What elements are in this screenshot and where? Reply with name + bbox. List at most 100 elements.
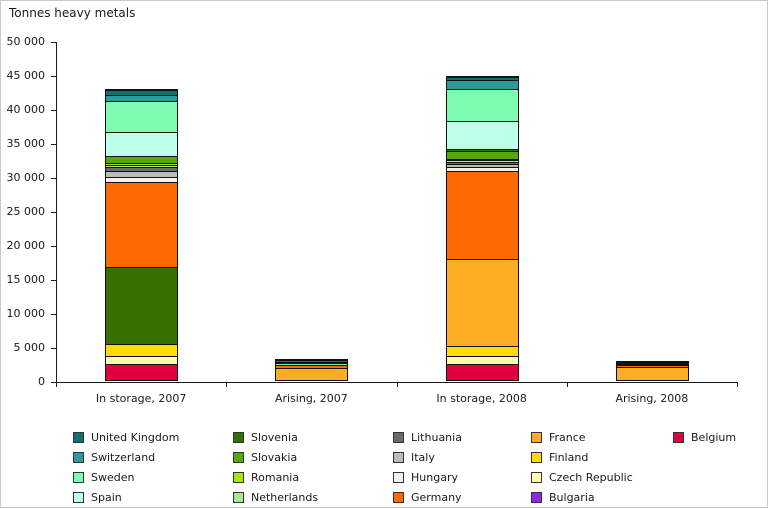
bar-segment [446,120,518,150]
y-axis-tick [51,42,56,43]
y-axis-tick-label: 20 000 [6,239,46,252]
bar-segment [446,167,518,171]
x-category-label: Arising, 2007 [274,392,348,405]
x-category-label: Arising, 2008 [615,392,689,405]
bar-segment [616,367,688,380]
legend-label: Sweden [91,470,135,484]
legend-item: Finland [531,450,588,464]
x-axis-tick [566,383,568,387]
bar-segment [276,361,348,364]
legend-swatch-slovenia [233,431,244,443]
legend-item: Slovenia [233,430,298,444]
bar-segment [106,131,178,157]
bar-segment [446,149,518,151]
x-axis-tick [737,383,738,387]
bar-segment [106,356,178,365]
legend-swatch-slovakia [233,451,244,463]
bar-segment [276,363,348,366]
legend-swatch-united-kingdom [73,431,84,443]
legend-swatch-romania [233,471,244,483]
legend-item: Hungary [393,470,458,484]
y-axis-tick [51,314,56,315]
legend-label: Czech Republic [549,470,633,484]
legend-label: Lithuania [411,430,462,444]
y-axis-tick-label: 25 000 [6,205,46,218]
legend-label: Slovakia [251,450,298,464]
legend-item: Czech Republic [531,470,633,484]
bar-segment [446,88,518,121]
stacked-bar [275,358,349,381]
bar-segment [106,90,178,96]
bar-segment [616,363,688,365]
legend-item: France [531,430,586,444]
bar-segment [616,365,688,368]
legend-swatch-germany [393,491,404,503]
bar-segment [446,164,518,168]
legend-swatch-bulgaria [531,491,542,503]
stacked-bar [445,76,519,381]
legend-item: Romania [233,470,299,484]
legend-swatch-czech-republic [531,471,542,483]
bar-segment [446,77,518,81]
bar-segment [446,345,518,356]
bar-segment [106,182,178,268]
plot-area [56,42,738,383]
bar-segment [446,150,518,159]
legend-swatch-finland [531,451,542,463]
y-axis-tick-label: 45 000 [6,69,46,82]
legend-label: Belgium [691,430,737,444]
legend-item: Spain [73,490,122,504]
bar-segment [106,267,178,345]
bar-segment [276,365,348,369]
y-axis-tick [51,382,56,383]
legend-swatch-spain [73,491,84,503]
legend-label: United Kingdom [91,430,180,444]
bar-segment [106,101,178,132]
legend-label: Netherlands [251,490,319,504]
bar-segment [446,158,518,161]
legend-swatch-italy [393,451,404,463]
legend-label: Hungary [411,470,458,484]
y-axis-tick-label: 30 000 [6,171,46,184]
bar-segment [106,177,178,183]
legend-label: France [549,430,586,444]
bar-segment [446,162,518,165]
bar-segment [106,167,178,172]
legend-item: Bulgaria [531,490,595,504]
bar-segment [106,163,178,165]
bar-segment [446,259,518,346]
legend-label: Switzerland [91,450,156,464]
y-axis-tick-label: 40 000 [6,103,46,116]
y-axis-tick [51,280,56,281]
y-axis-tick [51,212,56,213]
legend-label: Finland [549,450,589,464]
y-axis-tick [51,144,56,145]
legend-item: Germany [393,490,462,504]
bar-segment [106,364,178,380]
y-axis-tick-label: 35 000 [6,137,46,150]
bar-segment [276,368,348,380]
legend-item: Belgium [673,430,736,444]
bar-segment [446,355,518,364]
legend-label: Slovenia [251,430,298,444]
legend-label: Romania [251,470,300,484]
legend-swatch-netherlands [233,491,244,503]
legend-item: Netherlands [233,490,318,504]
y-axis-tick-label: 0 [38,375,45,388]
bar-segment [616,364,688,366]
bar-segment [106,156,178,164]
legend-item: Italy [393,450,435,464]
legend-label: Italy [411,450,435,464]
legend-swatch-belgium [673,431,684,443]
bar-segment [446,170,518,260]
y-axis-tick-label: 10 000 [6,307,46,320]
bar-segment [446,80,518,89]
legend-swatch-hungary [393,471,404,483]
x-category-label: In storage, 2008 [436,392,527,405]
legend-label: Spain [91,490,122,504]
x-category-label: In storage, 2007 [95,392,187,405]
legend-label: Bulgaria [549,490,595,504]
y-axis-tick-label: 15 000 [6,273,46,286]
legend-item: Switzerland [73,450,155,464]
